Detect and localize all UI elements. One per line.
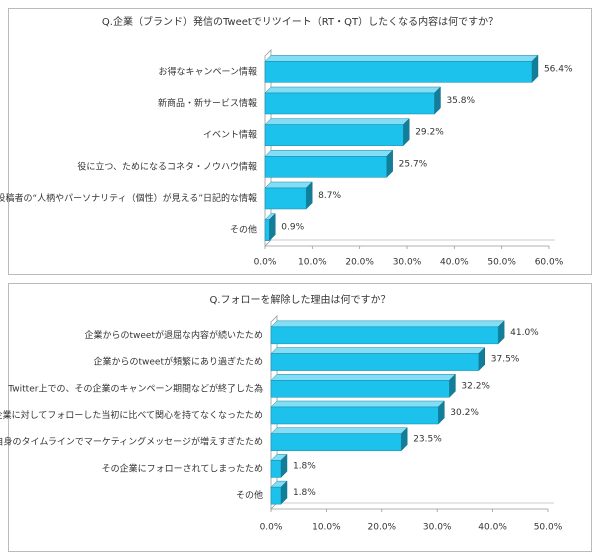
value-label: 1.8% bbox=[293, 488, 316, 498]
value-label: 30.2% bbox=[450, 408, 479, 418]
x-tick-label: 30.0% bbox=[423, 523, 452, 533]
value-label: 8.7% bbox=[318, 191, 341, 201]
value-label: 25.7% bbox=[399, 159, 428, 169]
bar-top bbox=[264, 86, 442, 94]
bar bbox=[264, 124, 404, 146]
bar bbox=[270, 406, 439, 425]
category-label: その企業にフォローされてしまったため bbox=[102, 462, 263, 474]
value-label: 32.2% bbox=[461, 381, 490, 391]
bar bbox=[264, 156, 387, 178]
x-tick-label: 50.0% bbox=[534, 523, 563, 533]
bar bbox=[264, 61, 533, 83]
bar bbox=[270, 380, 450, 398]
x-tick-label: 10.0% bbox=[298, 258, 327, 268]
category-label: 企業に対してフォローした当初に比べて関心を持てなくなったため bbox=[0, 409, 263, 421]
bar bbox=[270, 433, 402, 451]
x-tick-label: 10.0% bbox=[312, 523, 341, 533]
x-tick-label: 20.0% bbox=[368, 523, 397, 533]
x-tick-label: 0.0% bbox=[254, 258, 277, 268]
x-tick-label: 40.0% bbox=[478, 523, 507, 533]
value-label: 35.8% bbox=[446, 96, 475, 106]
category-label: 投稿者の“人柄やパーソナリティ（個性）が見える”日記的な情報 bbox=[0, 192, 257, 204]
category-label: 自身のタイムラインでマーケティングメッセージが増えすぎたため bbox=[0, 436, 263, 448]
bar-top bbox=[264, 55, 539, 62]
bar bbox=[270, 460, 282, 478]
value-label: 23.5% bbox=[413, 435, 442, 445]
value-label: 37.5% bbox=[491, 355, 520, 365]
bar bbox=[264, 187, 307, 210]
bar-top bbox=[270, 427, 408, 434]
x-tick-label: 0.0% bbox=[260, 523, 283, 533]
category-label: Twitter上での、その企業のキャンペーン期間などが終了した為 bbox=[7, 382, 263, 394]
bar-top bbox=[270, 347, 486, 354]
category-label: その他 bbox=[236, 489, 263, 501]
category-label: 新商品・新サービス情報 bbox=[158, 97, 257, 109]
category-label: 企業からのtweetが頻繁にあり過ぎたため bbox=[94, 356, 264, 368]
category-label: イベント情報 bbox=[203, 129, 257, 141]
category-label: 企業からのtweetが退屈な内容が続いたため bbox=[85, 329, 264, 341]
bar-top bbox=[270, 320, 505, 328]
category-label: 役に立つ、ためになるコネタ・ノウハウ情報 bbox=[77, 160, 257, 172]
x-tick-label: 40.0% bbox=[440, 258, 469, 268]
chart-title: Q.フォローを解除した理由は何ですか？ bbox=[209, 293, 390, 306]
x-tick-label: 50.0% bbox=[487, 258, 516, 268]
category-label: お得なキャンペーン情報 bbox=[158, 65, 257, 77]
bar bbox=[264, 92, 435, 115]
x-tick-label: 30.0% bbox=[393, 258, 422, 268]
value-label: 29.2% bbox=[415, 128, 444, 138]
bar bbox=[270, 326, 499, 345]
x-tick-label: 20.0% bbox=[345, 258, 374, 268]
bar-top bbox=[264, 181, 313, 189]
chart-title: Q.企業（ブランド）発信のTweetでリツイート（RT・QT）したくなる内容は何… bbox=[102, 15, 498, 28]
bar-top bbox=[270, 374, 456, 381]
value-label: 0.9% bbox=[281, 223, 304, 233]
bar bbox=[270, 486, 282, 505]
bar-top bbox=[264, 118, 410, 125]
value-label: 56.4% bbox=[544, 64, 573, 74]
value-label: 1.8% bbox=[293, 461, 316, 471]
bar bbox=[264, 219, 270, 241]
bar-top bbox=[264, 150, 394, 157]
x-tick-label: 60.0% bbox=[535, 258, 564, 268]
value-label: 41.0% bbox=[510, 328, 539, 338]
bar bbox=[270, 353, 479, 371]
category-label: その他 bbox=[230, 224, 257, 236]
bar-top bbox=[270, 400, 445, 408]
